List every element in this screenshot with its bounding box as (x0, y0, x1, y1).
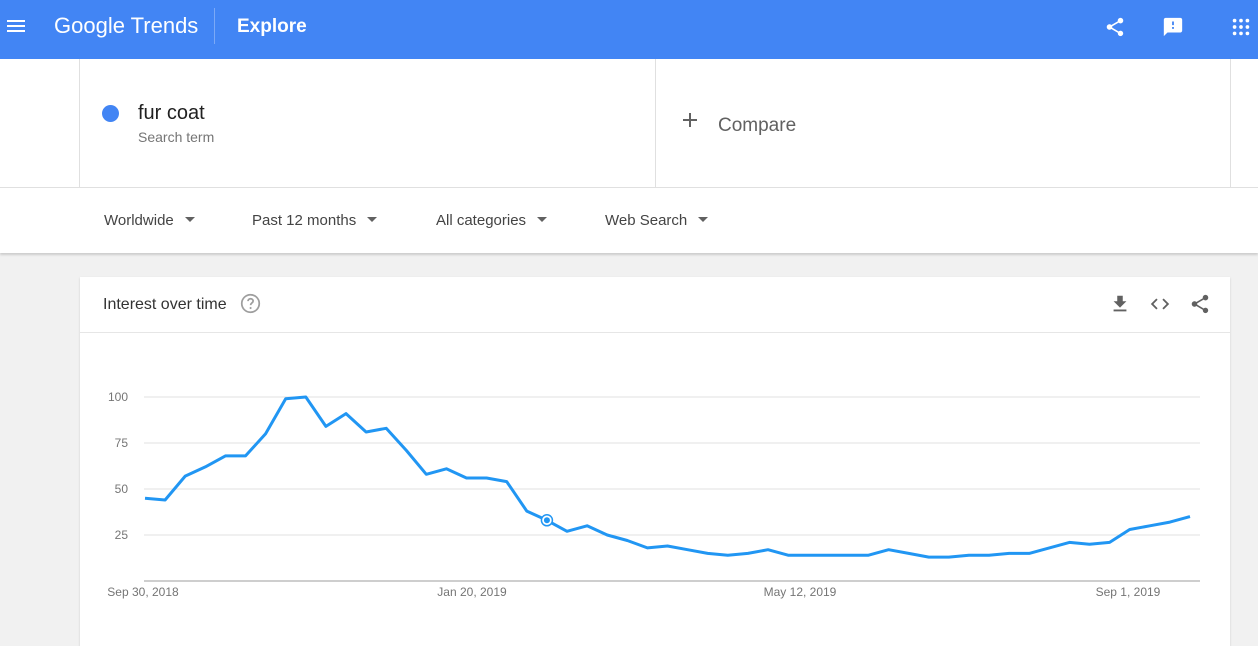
data-point (987, 553, 991, 557)
data-point (1067, 540, 1071, 544)
data-point (203, 465, 207, 469)
apps-grid-icon[interactable] (1230, 16, 1252, 38)
share-icon[interactable] (1189, 293, 1211, 315)
data-point (344, 412, 348, 416)
series-line-fur-coat (144, 395, 1191, 559)
top-app-bar: Google Trends Explore (0, 0, 1258, 59)
data-point (1088, 542, 1092, 546)
region-filter[interactable]: Worldwide (104, 212, 195, 230)
data-point (404, 448, 408, 452)
download-icon[interactable] (1109, 293, 1131, 315)
data-point (223, 454, 227, 458)
y-tick-label: 100 (108, 390, 128, 404)
filters-bar: Worldwide Past 12 months All categories … (0, 187, 1258, 253)
compare-button[interactable]: Compare (654, 59, 1231, 187)
data-point (1168, 520, 1172, 524)
data-point (666, 544, 670, 548)
search-term-panel: fur coat Search term Compare (0, 59, 1258, 187)
page-title: Explore (237, 16, 307, 37)
embed-icon[interactable] (1149, 293, 1171, 315)
data-point (947, 555, 951, 559)
data-point (585, 524, 589, 528)
compare-label: Compare (718, 115, 797, 136)
help-icon[interactable] (240, 293, 261, 314)
data-point (505, 480, 509, 484)
data-point (485, 476, 489, 480)
card-divider (80, 332, 1230, 333)
data-point (143, 496, 147, 500)
data-point (465, 476, 469, 480)
x-tick-label: Jan 20, 2019 (437, 585, 507, 599)
chevron-down-icon (698, 216, 709, 222)
data-point (846, 553, 850, 557)
data-point (444, 467, 448, 471)
data-point (304, 395, 308, 399)
y-tick-label: 75 (115, 436, 129, 450)
search-term-name[interactable]: fur coat (138, 102, 205, 124)
data-point (645, 546, 649, 550)
search-term-card[interactable]: fur coat Search term (79, 59, 656, 187)
data-point (1007, 551, 1011, 555)
data-point (866, 553, 870, 557)
interest-line-chart[interactable]: 25 50 75 100 Sep 30, 2018 Jan 20, 2019 May 12,… (80, 277, 1230, 646)
feedback-icon[interactable] (1162, 16, 1184, 38)
data-point (806, 553, 810, 557)
data-point (887, 548, 891, 552)
data-point (826, 553, 830, 557)
plus-icon (683, 113, 697, 127)
data-point (384, 426, 388, 430)
data-point (766, 548, 770, 552)
data-point (1108, 540, 1112, 544)
data-point (907, 551, 911, 555)
y-tick-label: 25 (115, 528, 129, 542)
x-tick-label: Sep 30, 2018 (107, 585, 179, 599)
data-point (686, 548, 690, 552)
data-point (565, 529, 569, 533)
menu-icon[interactable] (7, 17, 27, 37)
data-point (927, 555, 931, 559)
app-logo[interactable]: Google Trends (54, 13, 199, 38)
data-point (726, 553, 730, 557)
interest-over-time-card: Interest over time 25 50 75 100 Sep 30, 2018… (80, 277, 1230, 646)
data-point (1148, 524, 1152, 528)
x-tick-label: Sep 1, 2019 (1096, 585, 1161, 599)
time-range-filter[interactable]: Past 12 months (252, 212, 378, 230)
series-color-dot (102, 105, 119, 122)
data-point (424, 472, 428, 476)
search-term-type: Search term (138, 129, 215, 145)
share-icon[interactable] (1104, 16, 1126, 38)
category-filter[interactable]: All categories (436, 212, 548, 230)
chevron-down-icon (184, 216, 195, 222)
data-point (243, 454, 247, 458)
y-tick-label: 50 (115, 482, 129, 496)
data-point (625, 539, 629, 543)
data-point (1128, 527, 1132, 531)
data-point (1027, 551, 1031, 555)
card-title: Interest over time (103, 296, 227, 313)
data-point (706, 551, 710, 555)
search-property-filter[interactable]: Web Search (605, 212, 709, 230)
data-point (163, 498, 167, 502)
category-filter-label: All categories (436, 212, 527, 229)
data-point (1047, 546, 1051, 550)
chevron-down-icon (537, 216, 548, 222)
data-point (786, 553, 790, 557)
data-point (264, 432, 268, 436)
time-range-filter-label: Past 12 months (252, 212, 357, 229)
chevron-down-icon (367, 216, 378, 222)
search-property-filter-label: Web Search (605, 212, 688, 229)
data-point (967, 553, 971, 557)
data-point (284, 397, 288, 401)
data-point (605, 533, 609, 537)
hover-point-dot (543, 517, 550, 524)
data-point (364, 430, 368, 434)
region-filter-label: Worldwide (104, 212, 174, 229)
data-point (746, 551, 750, 555)
data-point (525, 509, 529, 513)
x-tick-label: May 12, 2019 (764, 585, 837, 599)
header-divider (214, 8, 215, 44)
data-point (324, 424, 328, 428)
data-point (1188, 515, 1192, 519)
data-point (183, 474, 187, 478)
